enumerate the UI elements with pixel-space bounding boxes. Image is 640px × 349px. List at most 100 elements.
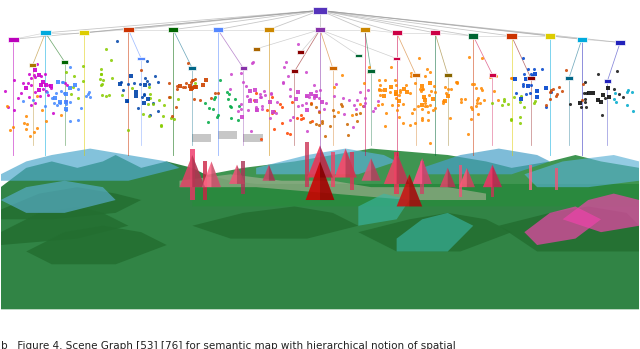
- Point: [376, 88, 387, 93]
- FancyBboxPatch shape: [61, 60, 68, 64]
- Point: [301, 101, 311, 106]
- Point: [54, 100, 65, 105]
- FancyBboxPatch shape: [298, 50, 305, 54]
- Point: [364, 69, 374, 74]
- Point: [24, 94, 34, 99]
- Point: [95, 76, 105, 82]
- Point: [392, 107, 402, 113]
- Point: [497, 102, 508, 107]
- Point: [438, 99, 449, 104]
- Point: [307, 119, 317, 124]
- Bar: [529, 165, 532, 190]
- Point: [50, 95, 60, 101]
- Point: [164, 94, 175, 100]
- Point: [508, 75, 518, 81]
- Point: [355, 110, 365, 116]
- Point: [390, 89, 401, 95]
- Point: [233, 108, 243, 113]
- Point: [596, 99, 606, 104]
- FancyBboxPatch shape: [188, 66, 196, 70]
- Point: [359, 103, 369, 108]
- Point: [104, 92, 114, 98]
- Point: [154, 79, 164, 85]
- Point: [410, 81, 420, 86]
- Point: [283, 73, 293, 79]
- Point: [374, 78, 385, 83]
- Point: [525, 90, 535, 96]
- Point: [208, 106, 218, 111]
- Point: [8, 124, 19, 129]
- Point: [268, 110, 278, 115]
- Point: [98, 77, 108, 83]
- Point: [355, 102, 365, 107]
- Point: [321, 100, 332, 106]
- Point: [604, 95, 614, 100]
- Point: [301, 107, 312, 113]
- FancyBboxPatch shape: [527, 76, 534, 80]
- Point: [420, 101, 430, 106]
- Point: [519, 105, 529, 110]
- Point: [287, 99, 297, 105]
- Point: [428, 97, 438, 102]
- Point: [116, 80, 127, 85]
- Point: [529, 100, 540, 106]
- Point: [609, 90, 620, 96]
- Point: [484, 74, 495, 80]
- FancyBboxPatch shape: [29, 63, 36, 67]
- Point: [390, 77, 401, 83]
- Point: [580, 97, 591, 102]
- Point: [293, 42, 303, 47]
- Point: [131, 94, 141, 99]
- Point: [144, 113, 154, 119]
- Point: [26, 75, 36, 81]
- Point: [337, 103, 347, 109]
- Point: [527, 73, 538, 79]
- Point: [306, 101, 316, 106]
- Point: [46, 83, 56, 89]
- Point: [301, 128, 312, 134]
- Point: [24, 72, 35, 77]
- Point: [234, 103, 244, 109]
- Point: [332, 81, 342, 87]
- Point: [541, 104, 551, 109]
- Point: [593, 97, 604, 103]
- Point: [614, 91, 625, 97]
- FancyBboxPatch shape: [253, 47, 260, 51]
- Point: [424, 92, 434, 98]
- Point: [173, 96, 183, 102]
- Point: [26, 82, 36, 88]
- Point: [136, 67, 146, 73]
- Point: [548, 87, 558, 92]
- Point: [49, 101, 60, 106]
- Point: [97, 92, 108, 98]
- Point: [29, 74, 40, 80]
- Point: [451, 79, 461, 84]
- Point: [603, 85, 613, 90]
- Point: [65, 118, 76, 124]
- Point: [32, 125, 42, 131]
- Point: [267, 94, 277, 100]
- Point: [420, 97, 431, 103]
- Point: [55, 99, 65, 104]
- Point: [230, 96, 241, 102]
- Point: [352, 118, 362, 124]
- Point: [3, 104, 13, 109]
- Point: [180, 84, 190, 90]
- Point: [577, 97, 588, 103]
- Point: [255, 94, 266, 99]
- Point: [171, 104, 181, 110]
- Point: [472, 95, 483, 101]
- Point: [41, 82, 51, 88]
- Point: [37, 80, 47, 85]
- Point: [40, 103, 51, 109]
- FancyBboxPatch shape: [79, 30, 89, 35]
- Point: [251, 104, 261, 110]
- Point: [315, 88, 325, 93]
- Point: [600, 95, 610, 101]
- Point: [526, 72, 536, 77]
- Point: [554, 84, 564, 90]
- Polygon shape: [237, 165, 245, 184]
- Point: [470, 103, 481, 109]
- Point: [472, 100, 482, 106]
- Polygon shape: [262, 165, 275, 181]
